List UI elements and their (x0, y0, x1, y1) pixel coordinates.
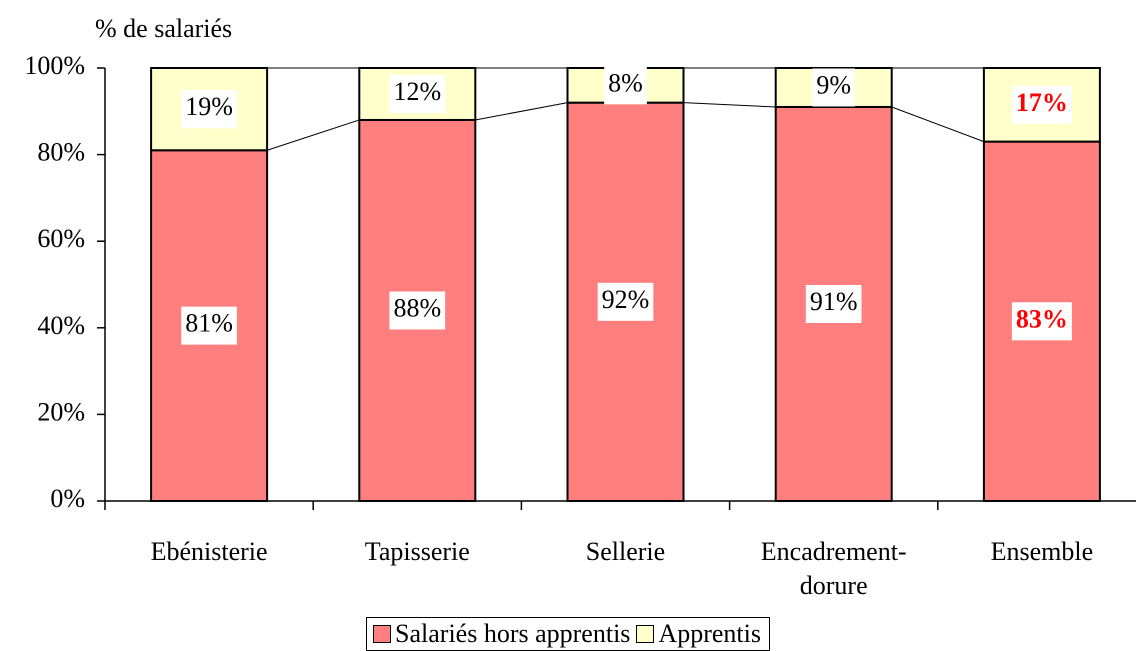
legend-label: Apprentis (658, 619, 761, 648)
value-label-bg (181, 90, 237, 129)
y-axis-label: % de salariés (95, 14, 232, 43)
y-tick-label: 20% (37, 397, 85, 426)
value-label: 8% (608, 68, 643, 97)
x-tick-label: Encadrement-dorure (760, 537, 907, 600)
series-line (891, 106, 985, 143)
series-line (266, 119, 360, 151)
bar-segment (358, 118, 477, 503)
value-label-bg (805, 284, 862, 323)
value-label-bg (389, 74, 446, 113)
value-label-bg (604, 66, 647, 105)
legend-swatch (636, 625, 655, 643)
series-line (683, 102, 776, 108)
value-labels: 81% 19% 88% 12% 92% 8% 91% 9% 83% 17% (181, 66, 1072, 345)
value-label-bg (1011, 85, 1072, 124)
legend-label: Salariés hors apprentis (395, 619, 631, 648)
value-label-bg (389, 291, 446, 330)
series-line (475, 102, 568, 121)
x-tick-label: Sellerie (585, 537, 666, 566)
value-label: 88% (393, 293, 441, 322)
x-tick-label: Ensemble (990, 537, 1094, 566)
y-tick-label: 100% (24, 51, 85, 80)
legend-item: Apprentis (634, 619, 761, 649)
legend: Salariés hors apprentis Apprentis (366, 617, 770, 651)
y-tick-label: 40% (37, 311, 85, 340)
value-label-bg (1011, 302, 1072, 341)
value-label: 81% (185, 309, 233, 338)
value-label: 92% (602, 285, 650, 314)
y-tick-label: 0% (50, 484, 85, 513)
value-label: 19% (185, 92, 233, 121)
legend-swatch (373, 625, 392, 643)
y-tick-label: 60% (37, 224, 85, 253)
legend-item: Salariés hors apprentis (371, 619, 630, 649)
y-tick-label: 80% (37, 138, 85, 167)
value-label: 91% (810, 287, 858, 316)
value-label-bg (597, 282, 654, 321)
legend-row: Salariés hors apprentis Apprentis (0, 617, 1136, 651)
value-label-bg (812, 68, 856, 107)
value-label: 83% (1016, 304, 1068, 333)
value-label: 12% (393, 77, 441, 106)
value-label: 9% (816, 70, 851, 99)
x-tick-label: Ebénisterie (150, 537, 268, 566)
x-tick-label: Tapisserie (364, 537, 470, 566)
value-label-bg (181, 306, 237, 345)
value-label: 17% (1016, 88, 1068, 117)
